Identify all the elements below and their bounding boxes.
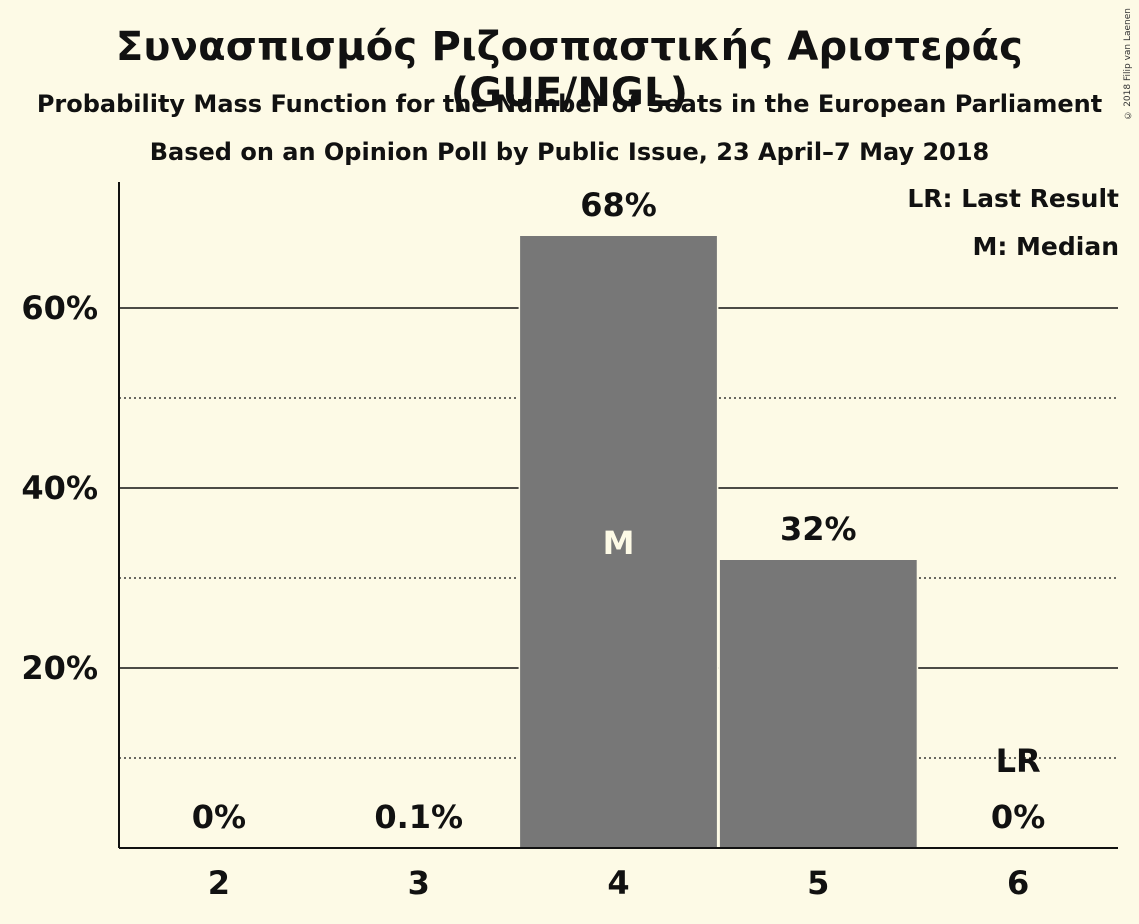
value-label-5: 32%	[780, 510, 857, 548]
chart-source: Based on an Opinion Poll by Public Issue…	[149, 138, 990, 166]
value-label-3: 0.1%	[374, 798, 463, 836]
value-label-6: 0%	[991, 798, 1045, 836]
x-tick-label: 5	[807, 864, 829, 902]
chart-title: Συνασπισμός Ριζοσπαστικής Αριστεράς (GUE…	[115, 24, 1024, 116]
last-result-marker: LR	[996, 742, 1041, 780]
x-tick-label: 3	[408, 864, 430, 902]
y-tick-label: 60%	[21, 289, 98, 327]
legend-last-result: LR: Last Result	[907, 184, 1119, 213]
chart-subtitle: Probability Mass Function for the Number…	[36, 90, 1103, 118]
median-marker: M	[603, 524, 635, 562]
bar-outline	[318, 845, 519, 848]
x-tick-label: 2	[208, 864, 230, 902]
legend-median: M: Median	[972, 232, 1119, 261]
y-tick-label: 40%	[21, 469, 98, 507]
x-tick-label: 4	[607, 864, 629, 902]
x-tick-label: 6	[1007, 864, 1029, 902]
value-label-2: 0%	[192, 798, 246, 836]
y-tick-label: 20%	[21, 649, 98, 687]
bar-4	[520, 236, 717, 848]
bar-5	[719, 560, 917, 848]
value-label-4: 68%	[580, 186, 657, 224]
